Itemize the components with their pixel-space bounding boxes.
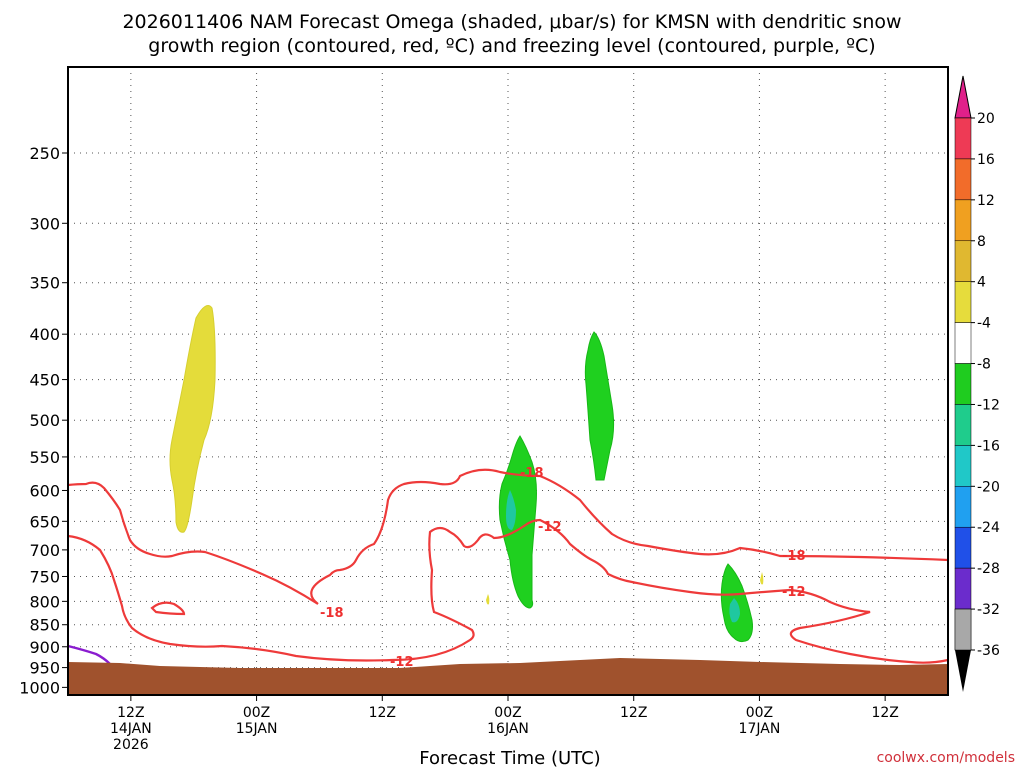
contour-label-minus12-c: -12: [782, 585, 806, 600]
colorbar-segment: [954, 240, 972, 282]
x-tick-label: 12Z: [117, 705, 144, 721]
omega-small-positive-blob-a: [486, 594, 490, 605]
contour-labels: -18 -18 -18 -12 -12 -12: [320, 466, 806, 670]
colorbar-segment: [954, 158, 972, 201]
x-tick-label: 17JAN: [739, 721, 781, 737]
colorbar-label: 4: [977, 275, 986, 291]
dgz-contours: [67, 468, 949, 664]
terrain-ground: [68, 658, 948, 695]
y-tick-label: 650: [29, 512, 60, 531]
x-tick-label: 12Z: [620, 705, 647, 721]
freezing-level-contour: [67, 644, 111, 665]
colorbar-segment: [954, 322, 972, 364]
credit-text: coolwx.com/models: [877, 750, 1015, 766]
x-tick-label: 00Z: [494, 705, 521, 721]
x-tick-label: 12Z: [871, 705, 898, 721]
y-tick-label: 450: [29, 371, 60, 390]
contour-label-minus18-a: -18: [320, 606, 344, 621]
x-tick-label: 2026: [113, 737, 149, 753]
colorbar-label: -32: [977, 602, 1000, 618]
colorbar-label: 16: [977, 152, 995, 168]
y-tick-label: 700: [29, 541, 60, 560]
x-tick-label: 15JAN: [236, 721, 278, 737]
contour-minus-18: [67, 468, 949, 605]
chart-title-line2: growth region (contoured, red, ºC) and f…: [148, 35, 875, 57]
y-tick-label: 850: [29, 616, 60, 635]
contour-label-minus18-b: -18: [520, 466, 544, 481]
y-tick-label: 300: [29, 214, 60, 233]
colorbar-segment: [954, 199, 972, 242]
colorbar-label: -16: [977, 438, 1000, 454]
omega-shading: [169, 305, 764, 643]
pressure-axis: 250 300 350 400 450 500 550 600 650 700 750 800 850 9…: [19, 144, 68, 697]
colorbar-segment: [954, 567, 972, 610]
colorbar-segment: [954, 526, 972, 569]
colorbar-segment: [954, 486, 972, 528]
colorbar-label: -4: [977, 316, 991, 332]
contour-label-minus18-c: -18: [782, 549, 806, 564]
omega-small-positive-blob-b: [760, 572, 764, 585]
y-tick-label: 950: [29, 659, 60, 678]
y-tick-label: 600: [29, 481, 60, 500]
omega-negative-region-16jan-upper: [584, 331, 615, 481]
y-tick-label: 550: [29, 448, 60, 467]
contour-label-minus12-b: -12: [390, 655, 414, 670]
omega-negative-region-16jan-lower: [498, 435, 537, 609]
y-tick-label: 400: [29, 325, 60, 344]
contour-label-minus12-a: -12: [538, 520, 562, 535]
colorbar-label: -24: [977, 520, 1000, 536]
colorbar-label: 12: [977, 193, 995, 209]
colorbar-segment: [954, 445, 972, 487]
y-tick-label: 800: [29, 592, 60, 611]
x-tick-label: 00Z: [746, 705, 773, 721]
colorbar-label: -28: [977, 561, 1000, 577]
x-tick-label: 00Z: [243, 705, 270, 721]
colorbar-label: -12: [977, 397, 1000, 413]
colorbar-bottom-arrow: [955, 650, 971, 692]
colorbar-segment: [954, 117, 972, 160]
omega-stronger-core-17jan: [729, 598, 740, 623]
y-tick-label: 1000: [19, 678, 60, 697]
x-tick-label: 14JAN: [110, 721, 152, 737]
x-tick-label: 12Z: [369, 705, 396, 721]
y-tick-label: 900: [29, 638, 60, 657]
y-tick-label: 750: [29, 567, 60, 586]
contour-minus-18-closed-small: [150, 601, 186, 616]
colorbar-label: 20: [977, 111, 995, 127]
x-tick-label: 16JAN: [487, 721, 529, 737]
omega-stronger-core-16jan: [506, 490, 516, 530]
y-tick-label: 350: [29, 274, 60, 293]
colorbar-segment: [954, 404, 972, 446]
colorbar-segment: [954, 281, 972, 323]
omega-colorbar: 20 16 12 8 4 -4 -8 -12 -16 -20 -24 -28 -32 -36: [954, 75, 1000, 692]
colorbar-label: -8: [977, 357, 991, 373]
colorbar-label: 8: [977, 234, 986, 250]
colorbar-segment: [954, 363, 972, 405]
colorbar-top-arrow: [954, 75, 972, 119]
omega-positive-region-day1: [169, 305, 216, 533]
y-tick-label: 250: [29, 144, 60, 163]
chart-title-line1: 2026011406 NAM Forecast Omega (shaded, μ…: [122, 11, 901, 33]
colorbar-label: -20: [977, 479, 1000, 495]
contour-minus-12: [67, 518, 949, 664]
colorbar-segment: [954, 608, 972, 651]
y-tick-label: 500: [29, 411, 60, 430]
x-axis-title: Forecast Time (UTC): [419, 748, 600, 768]
colorbar-label: -36: [977, 643, 1000, 659]
